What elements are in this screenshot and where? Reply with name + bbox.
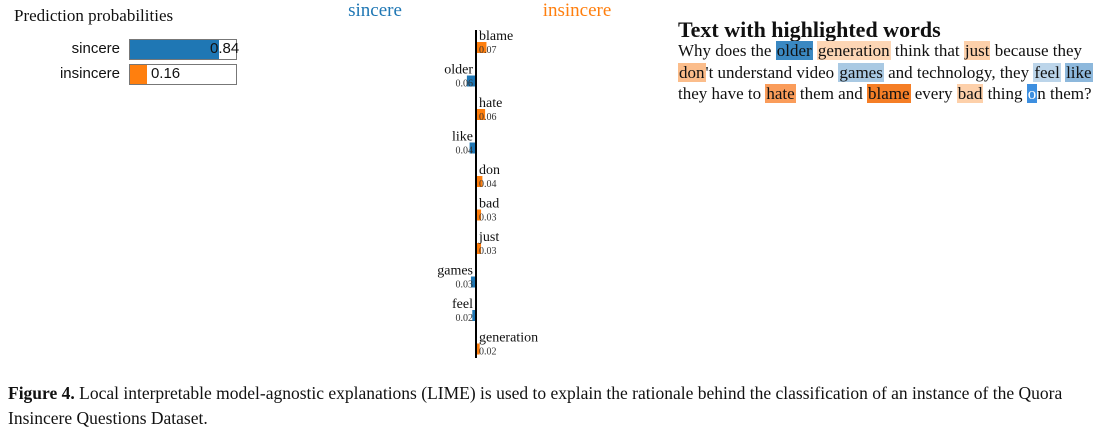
text-segment: 't understand video — [705, 62, 839, 82]
feature-weight-label: 0.03 — [479, 246, 497, 257]
feature-word-label: like — [452, 130, 473, 145]
highlighted-word: o — [1026, 84, 1038, 103]
highlighted-word: don — [678, 62, 706, 82]
feature-weight-label: 0.06 — [456, 79, 474, 90]
highlighted-word: games — [838, 62, 884, 82]
feature-word-label: feel — [452, 297, 473, 312]
feature-bar-feel — [472, 310, 475, 321]
highlighted-text-body: Why does the older generation think that… — [678, 40, 1098, 105]
feature-bar-bad — [477, 209, 482, 221]
feature-bar-hate — [477, 109, 486, 120]
text-segment: they have to — [678, 84, 766, 103]
feature-bar-like — [469, 142, 475, 154]
feature-bar-blame — [477, 42, 487, 53]
insincere-class-label: insincere — [543, 0, 612, 21]
probability-row-insincere: insincere 0.16 — [0, 64, 260, 85]
highlighted-word: blame — [866, 84, 911, 103]
figure-caption: Figure 4. Local interpretable model-agno… — [8, 381, 1093, 431]
highlighted-text-title: Text with highlighted words — [678, 17, 941, 42]
sincere-class-label: sincere — [348, 0, 402, 21]
feature-word-label: blame — [479, 29, 513, 44]
feature-weight-label: 0.04 — [479, 179, 497, 190]
highlighted-word: generation — [816, 41, 891, 60]
figure-caption-text: Local interpretable model-agnostic expla… — [8, 383, 1063, 428]
feature-word-label: just — [478, 230, 499, 245]
highlighted-word: hate — [765, 84, 796, 103]
probability-value: 0.16 — [150, 65, 181, 82]
feature-weight-label: 0.04 — [456, 146, 474, 157]
feature-weight-label: 0.03 — [479, 213, 497, 224]
feature-word-label: hate — [479, 96, 502, 111]
probability-class-label: sincere — [71, 40, 120, 57]
text-segment: n them? — [1037, 84, 1092, 103]
text-segment: think that — [890, 41, 964, 60]
probability-bar-fill — [130, 40, 220, 59]
text-segment: Why does the — [678, 41, 776, 60]
highlighted-word: older — [775, 41, 813, 60]
probability-bar-frame — [129, 64, 237, 85]
feature-word-label: games — [437, 264, 473, 279]
highlighted-word: just — [963, 41, 991, 60]
feature-word-label: bad — [479, 197, 499, 212]
text-segment: because they — [990, 41, 1083, 60]
feature-weight-label: 0.03 — [456, 280, 474, 291]
probability-class-label: insincere — [59, 65, 120, 82]
feature-weight-label: 0.07 — [479, 45, 497, 56]
feature-word-label: generation — [479, 331, 538, 346]
text-segment: and technology, they — [883, 62, 1034, 82]
probability-row-sincere: sincere 0.84 — [0, 39, 260, 60]
figure-caption-label: Figure 4. — [8, 383, 75, 403]
probability-bar-frame — [129, 39, 237, 60]
text-segment: every — [910, 84, 957, 103]
prediction-probabilities-title: Prediction probabilities — [14, 6, 174, 25]
text-segment: thing — [983, 84, 1027, 103]
feature-weights-chart: sincere insincere blame0.07older0.06hate… — [348, 0, 612, 358]
text-segment: them and — [795, 84, 867, 103]
feature-bar-games — [470, 276, 475, 288]
highlighted-word: bad — [956, 84, 984, 103]
probability-value: 0.84 — [210, 40, 240, 57]
feature-word-label: don — [479, 163, 500, 178]
feature-bar-don — [477, 176, 483, 187]
feature-weight-label: 0.02 — [456, 313, 474, 324]
feature-word-label: older — [444, 63, 473, 78]
feature-weight-label: 0.02 — [479, 347, 497, 358]
feature-bar-older — [466, 75, 475, 87]
highlighted-word: feel — [1033, 62, 1061, 82]
feature-weight-label: 0.06 — [479, 112, 497, 123]
feature-bars-group: blame0.07older0.06hate0.06like0.04don0.0… — [437, 29, 538, 358]
highlighted-word: like — [1065, 62, 1093, 82]
feature-bar-generation — [477, 343, 480, 355]
probability-bar-fill — [130, 65, 147, 84]
feature-bar-just — [477, 243, 482, 254]
